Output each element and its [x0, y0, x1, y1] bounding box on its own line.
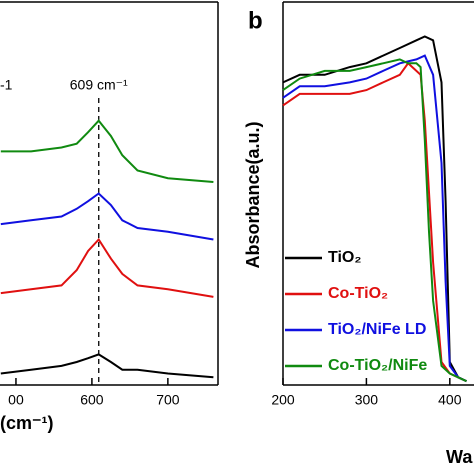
x-tick-label: 400 — [438, 392, 462, 408]
x-tick-label: 300 — [355, 392, 379, 408]
legend-label: Co-TiO₂ — [328, 285, 388, 302]
series-line — [282, 35, 467, 383]
x-tick-label: 600 — [80, 392, 104, 408]
legend-label: TiO₂/NiFe LD — [328, 321, 426, 338]
x-axis-label: Wa — [446, 447, 473, 467]
series-line — [282, 54, 467, 383]
y-axis-label: Absorbance(a.u.) — [243, 121, 263, 268]
annotation: -1 — [0, 77, 13, 93]
legend-label: TiO₂ — [328, 249, 361, 266]
series-line — [0, 353, 214, 379]
x-tick-label: 00 — [8, 392, 24, 408]
series-line — [282, 58, 467, 383]
x-tick-label: 700 — [156, 392, 180, 408]
series-line — [0, 192, 214, 241]
panel-label: b — [248, 7, 263, 34]
peak-label: 609 cm⁻¹ — [70, 77, 128, 93]
series-line — [0, 119, 214, 183]
legend-label: Co-TiO₂/NiFe — [328, 357, 427, 374]
series-line — [0, 237, 214, 298]
x-axis-label: (cm⁻¹) — [0, 413, 54, 433]
x-tick-label: 200 — [271, 392, 295, 408]
